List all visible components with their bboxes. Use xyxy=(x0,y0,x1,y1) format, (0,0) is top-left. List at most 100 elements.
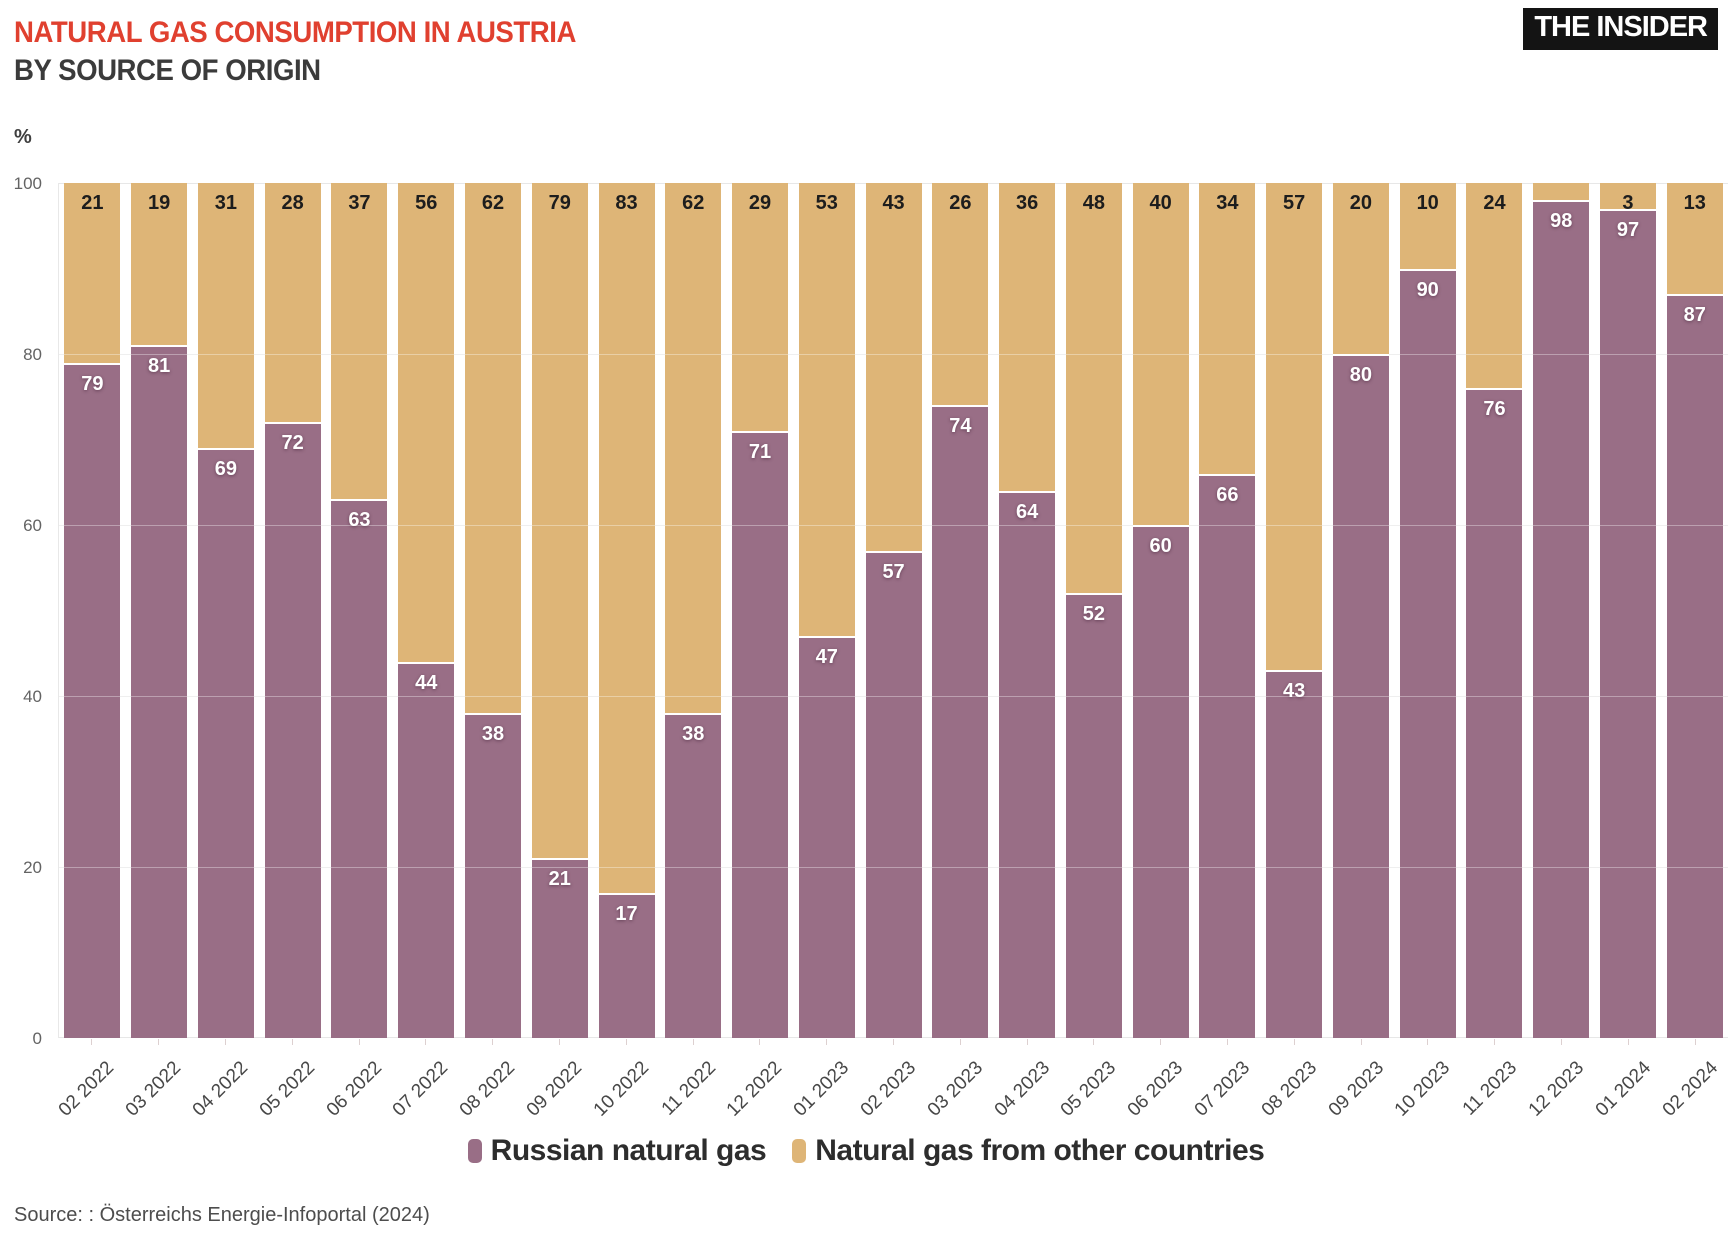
bar-03-2023: 26 74 xyxy=(932,183,989,1038)
bar-slot: 26 74 xyxy=(927,183,994,1038)
bar-04-2022: 31 69 xyxy=(197,183,254,1038)
bar-segment-russian: 43 xyxy=(1266,670,1323,1038)
bar-slot: 48 52 xyxy=(1060,183,1127,1038)
x-tick xyxy=(291,1039,293,1045)
bar-05-2023: 48 52 xyxy=(1065,183,1122,1038)
bar-02-2024: 13 87 xyxy=(1666,183,1723,1038)
x-tick xyxy=(1561,1039,1562,1045)
y-tick-label-40: 40 xyxy=(23,687,42,706)
bar-value-label-russian: 17 xyxy=(615,902,638,925)
page-title: NATURAL GAS CONSUMPTION IN AUSTRIA xyxy=(14,16,576,49)
x-axis-label: 03 2022 xyxy=(121,1057,186,1121)
bar-slot: 40 60 xyxy=(1127,183,1194,1038)
x-tick xyxy=(826,1039,828,1045)
bar-value-label-russian: 76 xyxy=(1483,398,1506,421)
bar-value-label-other: 3 xyxy=(1622,192,1634,214)
bar-segment-other: 62 xyxy=(665,183,722,714)
bar-06-2023: 40 60 xyxy=(1132,183,1189,1038)
bar-value-label-russian: 90 xyxy=(1416,278,1439,301)
bar-value-label-other: 19 xyxy=(148,192,171,214)
legend-item-russian: Russian natural gas xyxy=(467,1134,767,1168)
bar-value-label-other: 79 xyxy=(548,192,571,214)
y-tick-label-100: 100 xyxy=(13,174,42,193)
bar-value-label-other: 37 xyxy=(348,192,371,214)
bar-segment-other xyxy=(1533,183,1590,201)
bar-segment-russian: 44 xyxy=(398,661,455,1038)
bar-value-label-other: 31 xyxy=(214,192,238,214)
y-tick-label-20: 20 xyxy=(23,858,42,877)
bar-07-2023: 34 66 xyxy=(1199,183,1256,1038)
x-axis-label: 05 2023 xyxy=(1057,1057,1121,1121)
bar-value-label-russian: 87 xyxy=(1683,304,1706,327)
x-axis-label: 10 2022 xyxy=(589,1057,653,1121)
legend-marker-russian-icon xyxy=(467,1139,482,1163)
x-tick xyxy=(1494,1039,1496,1045)
x-axis-label: 01 2023 xyxy=(789,1057,854,1121)
bar-segment-russian: 90 xyxy=(1399,268,1456,1038)
bar-segment-russian: 76 xyxy=(1466,388,1523,1038)
bar-slot: 83 17 xyxy=(593,183,660,1038)
bar-11-2022: 62 38 xyxy=(665,183,722,1038)
bar-slot: 13 87 xyxy=(1661,183,1728,1038)
bar-segment-other: 28 xyxy=(264,183,321,423)
bar-value-label-russian: 97 xyxy=(1616,218,1640,241)
bar-value-label-other: 21 xyxy=(81,192,104,214)
bar-value-label-other: 53 xyxy=(815,192,838,214)
bar-value-label-other: 20 xyxy=(1349,192,1373,214)
bar-05-2022: 28 72 xyxy=(264,183,321,1038)
bar-07-2022: 56 44 xyxy=(398,183,455,1038)
bar-segment-russian: 52 xyxy=(1065,593,1122,1038)
legend-marker-other-icon xyxy=(792,1139,807,1163)
bar-slot: 57 43 xyxy=(1261,183,1328,1038)
x-axis-label: 11 2022 xyxy=(657,1057,720,1120)
bar-value-label-russian: 63 xyxy=(348,509,371,532)
bar-segment-russian: 21 xyxy=(531,858,588,1038)
x-tick xyxy=(225,1039,226,1045)
x-tick xyxy=(91,1039,93,1045)
bar-value-label-russian: 81 xyxy=(148,355,171,378)
bar-slot: 20 80 xyxy=(1328,183,1395,1038)
legend-label-other: Natural gas from other countries xyxy=(815,1134,1265,1167)
x-tick xyxy=(625,1039,627,1045)
bar-segment-russian: 47 xyxy=(798,636,855,1038)
bar-segment-russian: 81 xyxy=(131,345,188,1038)
bar-slot: 56 44 xyxy=(393,183,460,1038)
y-tick-label-80: 80 xyxy=(23,345,42,364)
bar-value-label-russian: 80 xyxy=(1349,364,1373,386)
bar-segment-other: 34 xyxy=(1199,183,1256,474)
bar-value-label-russian: 52 xyxy=(1082,603,1105,626)
page-subtitle: BY SOURCE OF ORIGIN xyxy=(14,54,321,87)
x-axis-label: 09 2022 xyxy=(522,1057,587,1121)
bar-segment-other: 79 xyxy=(531,183,588,859)
bar-segment-russian: 69 xyxy=(197,448,254,1038)
bar-value-label-other: 40 xyxy=(1149,192,1172,214)
x-tick xyxy=(158,1039,160,1045)
x-tick xyxy=(1293,1039,1295,1045)
x-axis-label: 04 2022 xyxy=(188,1057,253,1121)
x-axis-label: 02 2022 xyxy=(55,1057,119,1121)
bar-segment-other: 31 xyxy=(197,183,254,449)
bar-segment-russian: 64 xyxy=(999,490,1056,1038)
bar-09-2023: 20 80 xyxy=(1332,183,1389,1038)
bar-value-label-other: 83 xyxy=(615,192,638,214)
bar-segment-russian: 98 xyxy=(1533,200,1590,1038)
bar-segment-russian: 79 xyxy=(64,362,121,1038)
bar-segment-other: 83 xyxy=(598,183,655,893)
bar-value-label-other: 36 xyxy=(1015,192,1039,214)
bar-slot: 28 72 xyxy=(259,183,326,1038)
bar-slot: 62 38 xyxy=(660,183,727,1038)
bar-segment-other: 13 xyxy=(1666,183,1723,295)
x-axis-label: 06 2022 xyxy=(322,1057,386,1121)
chart-legend: Russian natural gas Natural gas from oth… xyxy=(0,1134,1732,1168)
x-axis-label: 02 2023 xyxy=(856,1057,921,1121)
bar-value-label-russian: 69 xyxy=(214,458,238,481)
bar-value-label-russian: 38 xyxy=(481,723,505,746)
bar-value-label-russian: 72 xyxy=(281,432,304,455)
x-tick xyxy=(358,1039,360,1045)
bar-slot: 62 38 xyxy=(460,183,527,1038)
bar-slot: 24 76 xyxy=(1461,183,1528,1038)
x-tick xyxy=(1227,1039,1228,1045)
bar-segment-russian: 97 xyxy=(1599,208,1656,1038)
x-tick xyxy=(1427,1039,1429,1045)
